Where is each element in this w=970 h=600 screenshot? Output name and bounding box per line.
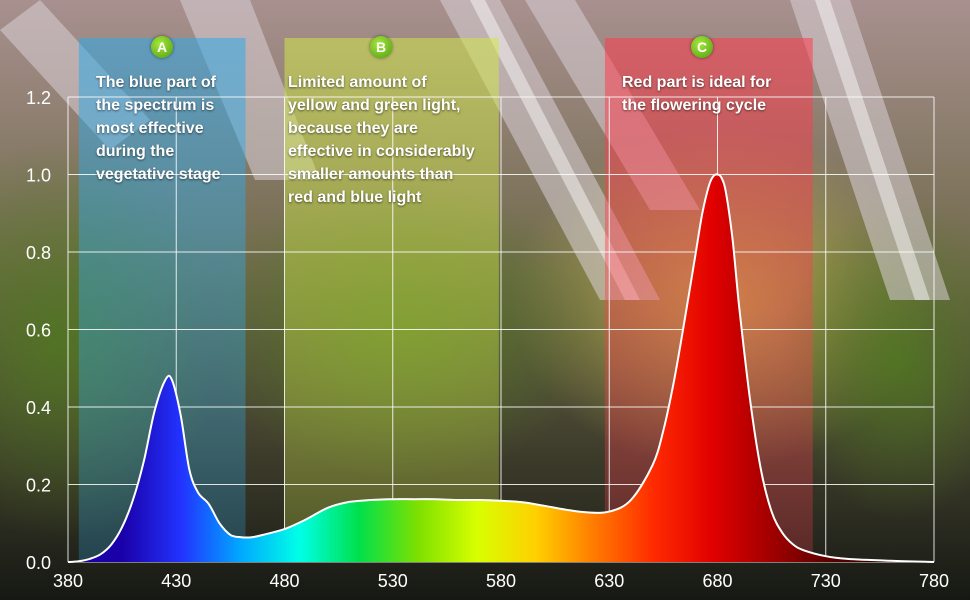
y-tick-label: 1.2 bbox=[26, 88, 51, 108]
region-note-line: vegetative stage bbox=[96, 166, 221, 183]
y-tick-label: 1.0 bbox=[26, 166, 51, 186]
x-tick-label: 730 bbox=[811, 571, 841, 591]
region-note-c: Red part is ideal for the flowering cycle bbox=[622, 71, 771, 117]
region-badge-b: B bbox=[370, 36, 392, 58]
region-note-a: The blue part of the spectrum is most effe… bbox=[96, 71, 221, 186]
region-note-b: Limited amount of yellow and green light,… bbox=[288, 71, 475, 209]
region-badge-c: C bbox=[691, 36, 713, 58]
region-note-line: yellow and green light, bbox=[288, 97, 461, 114]
region-note-line: effective in considerably bbox=[288, 143, 475, 160]
x-tick-label: 630 bbox=[594, 571, 624, 591]
y-axis-ticks: 0.0 0.2 0.4 0.6 0.8 1.0 1.2 bbox=[26, 88, 51, 573]
region-note-line: the flowering cycle bbox=[622, 97, 767, 114]
x-tick-label: 530 bbox=[378, 571, 408, 591]
y-tick-label: 0.6 bbox=[26, 321, 51, 341]
region-note-line: smaller amounts than bbox=[288, 166, 454, 183]
region-note-line: Red part is ideal for bbox=[622, 74, 772, 91]
chart-grid bbox=[67, 96, 935, 563]
region-note-line: red and blue light bbox=[288, 189, 422, 206]
x-tick-label: 780 bbox=[919, 571, 949, 591]
region-note-line: The blue part of bbox=[96, 74, 216, 91]
x-tick-label: 480 bbox=[269, 571, 299, 591]
region-note-line: Limited amount of bbox=[288, 74, 427, 91]
y-tick-label: 0.0 bbox=[26, 553, 51, 573]
spectrum-line bbox=[67, 173, 935, 563]
region-note-line: during the bbox=[96, 143, 175, 160]
x-tick-label: 430 bbox=[161, 571, 191, 591]
x-tick-label: 380 bbox=[53, 571, 83, 591]
region-note-line: because they are bbox=[288, 120, 418, 137]
x-axis-ticks: 380 430 480 530 580 630 680 730 780 bbox=[53, 571, 949, 591]
x-tick-label: 580 bbox=[486, 571, 516, 591]
spectrum-fill bbox=[68, 174, 934, 562]
y-tick-label: 0.4 bbox=[26, 398, 51, 418]
x-tick-label: 680 bbox=[702, 571, 732, 591]
region-badge-a: A bbox=[151, 36, 173, 58]
y-tick-label: 0.8 bbox=[26, 243, 51, 263]
region-band-b bbox=[284, 38, 499, 562]
spectrum-area bbox=[67, 173, 935, 563]
region-note-line: most effective bbox=[96, 120, 204, 137]
region-note-line: the spectrum is bbox=[96, 97, 215, 114]
y-tick-label: 0.2 bbox=[26, 476, 51, 496]
